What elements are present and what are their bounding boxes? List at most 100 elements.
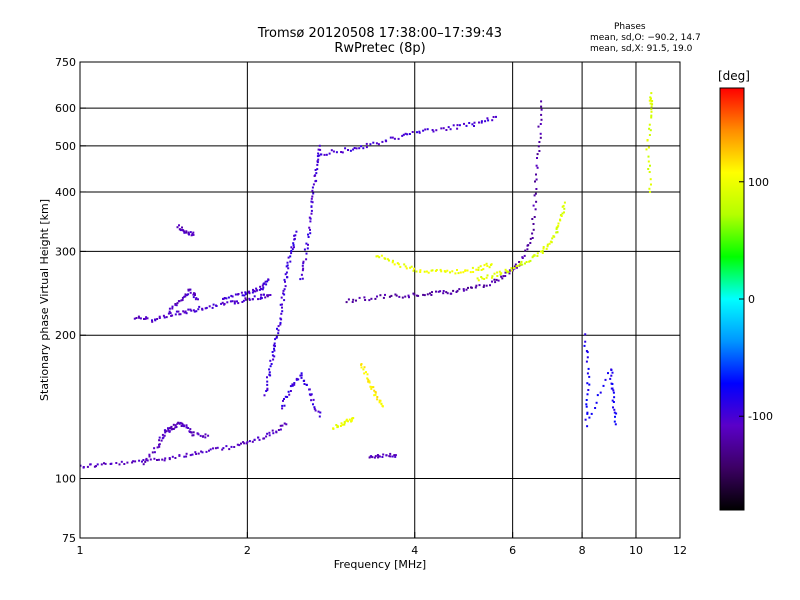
- data-point: [281, 306, 283, 309]
- data-point: [485, 262, 488, 265]
- data-point: [264, 280, 267, 283]
- data-point: [650, 105, 653, 108]
- data-point: [498, 270, 501, 273]
- data-point: [311, 201, 314, 204]
- data-point: [645, 148, 648, 151]
- y-axis-label: Stationary phase Virtual Height [km]: [38, 199, 51, 401]
- data-point: [221, 301, 224, 304]
- data-point: [133, 317, 136, 320]
- data-point: [446, 292, 449, 295]
- data-point: [299, 374, 302, 377]
- data-point: [190, 431, 193, 434]
- data-point: [281, 310, 284, 313]
- data-point: [332, 150, 335, 153]
- data-point: [532, 204, 535, 207]
- data-point: [245, 442, 248, 445]
- data-point: [142, 459, 145, 461]
- data-point: [189, 231, 192, 234]
- data-point: [586, 372, 589, 375]
- data-point: [310, 399, 313, 402]
- data-point: [472, 271, 475, 273]
- data-point: [563, 211, 565, 214]
- data-point: [393, 263, 396, 266]
- data-point: [339, 425, 342, 427]
- data-point: [531, 237, 534, 239]
- data-point: [305, 258, 308, 261]
- data-point: [475, 268, 478, 271]
- data-point: [542, 247, 545, 250]
- data-point: [236, 293, 239, 296]
- data-point: [165, 430, 168, 433]
- data-point: [151, 451, 154, 454]
- data-point: [266, 280, 269, 283]
- data-point: [262, 286, 265, 289]
- data-point: [439, 290, 442, 293]
- data-point: [418, 131, 421, 134]
- data-point: [170, 428, 173, 431]
- data-point: [384, 257, 387, 260]
- data-point: [82, 466, 85, 469]
- data-point: [168, 430, 171, 433]
- data-point: [269, 365, 272, 368]
- y-tick-label: 100: [55, 473, 76, 486]
- data-point: [534, 208, 537, 211]
- data-point: [266, 380, 269, 383]
- data-point: [183, 230, 186, 233]
- data-point: [231, 300, 234, 303]
- data-point: [181, 229, 184, 231]
- data-point: [242, 441, 245, 444]
- data-point: [277, 332, 280, 335]
- data-point: [419, 271, 422, 273]
- data-point: [161, 433, 164, 436]
- data-point: [171, 455, 174, 458]
- data-point: [308, 216, 311, 219]
- data-point: [586, 382, 589, 385]
- data-point: [279, 323, 282, 326]
- data-point: [244, 297, 247, 300]
- data-point: [442, 290, 445, 292]
- data-point: [542, 246, 545, 248]
- data-point: [520, 260, 523, 263]
- data-point: [373, 394, 376, 397]
- data-point: [309, 228, 311, 231]
- data-point: [328, 152, 331, 155]
- data-point: [226, 301, 229, 304]
- data-point: [293, 238, 296, 241]
- data-point: [158, 315, 161, 318]
- data-point: [307, 233, 309, 236]
- data-point: [285, 423, 288, 426]
- data-point: [288, 393, 291, 396]
- data-point: [363, 296, 366, 299]
- data-point: [193, 292, 196, 295]
- data-point: [516, 266, 518, 269]
- data-point: [540, 100, 543, 103]
- data-point: [151, 320, 154, 323]
- data-point: [590, 412, 593, 415]
- y-tick-label: 500: [55, 140, 76, 153]
- data-point: [257, 298, 259, 301]
- data-point: [172, 423, 175, 426]
- data-point: [240, 442, 242, 445]
- data-point: [260, 293, 263, 296]
- data-point: [168, 457, 171, 459]
- data-point: [379, 294, 382, 297]
- data-point: [134, 460, 137, 463]
- data-point: [500, 275, 503, 278]
- data-point: [380, 254, 383, 257]
- data-point: [286, 261, 289, 264]
- data-point: [221, 448, 224, 451]
- data-point: [335, 424, 338, 426]
- data-point: [422, 129, 425, 132]
- data-point: [307, 236, 310, 238]
- data-point: [146, 459, 149, 462]
- data-point: [167, 429, 170, 432]
- data-point: [89, 463, 92, 466]
- data-point: [248, 440, 251, 443]
- data-point: [586, 393, 589, 396]
- data-point: [505, 270, 508, 273]
- data-point: [531, 232, 534, 235]
- data-point: [181, 422, 184, 425]
- data-point: [525, 261, 528, 263]
- data-point: [585, 405, 588, 408]
